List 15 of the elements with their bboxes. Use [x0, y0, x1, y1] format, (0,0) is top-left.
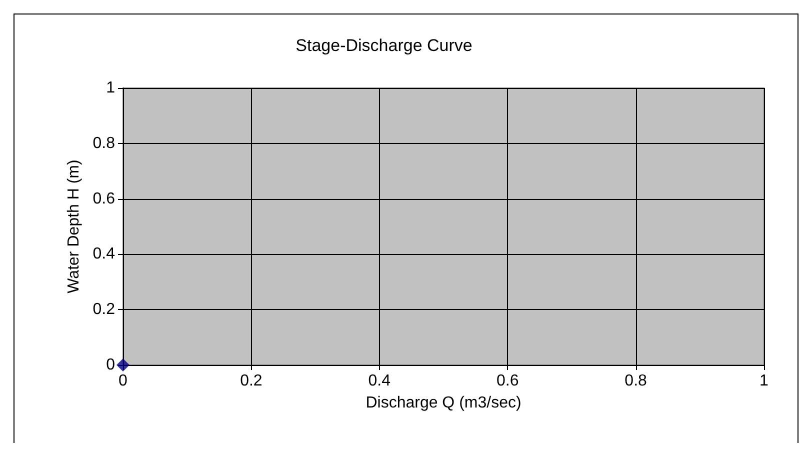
x-tick-label: 0.6: [496, 372, 519, 390]
x-tick-label: 0.8: [624, 372, 648, 390]
y-tick-label: 0.4: [92, 246, 116, 263]
x-tick-label: 0: [118, 372, 128, 390]
x-axis-title: Discharge Q (m3/sec): [366, 394, 522, 412]
x-tick-label: 0.2: [240, 372, 262, 390]
y-tick-label: 0.2: [92, 301, 116, 318]
y-tick-label: 0: [106, 356, 116, 374]
x-tick-label: 0.4: [368, 372, 391, 390]
y-tick-label: 0.8: [92, 134, 116, 152]
y-tick-label: 0.6: [92, 190, 116, 208]
x-tick-label: 1: [760, 372, 769, 390]
y-tick-label: 1: [106, 80, 116, 96]
y-axis-title: Water Depth H (m): [65, 160, 82, 294]
chart-title: Stage-Discharge Curve: [296, 36, 472, 55]
